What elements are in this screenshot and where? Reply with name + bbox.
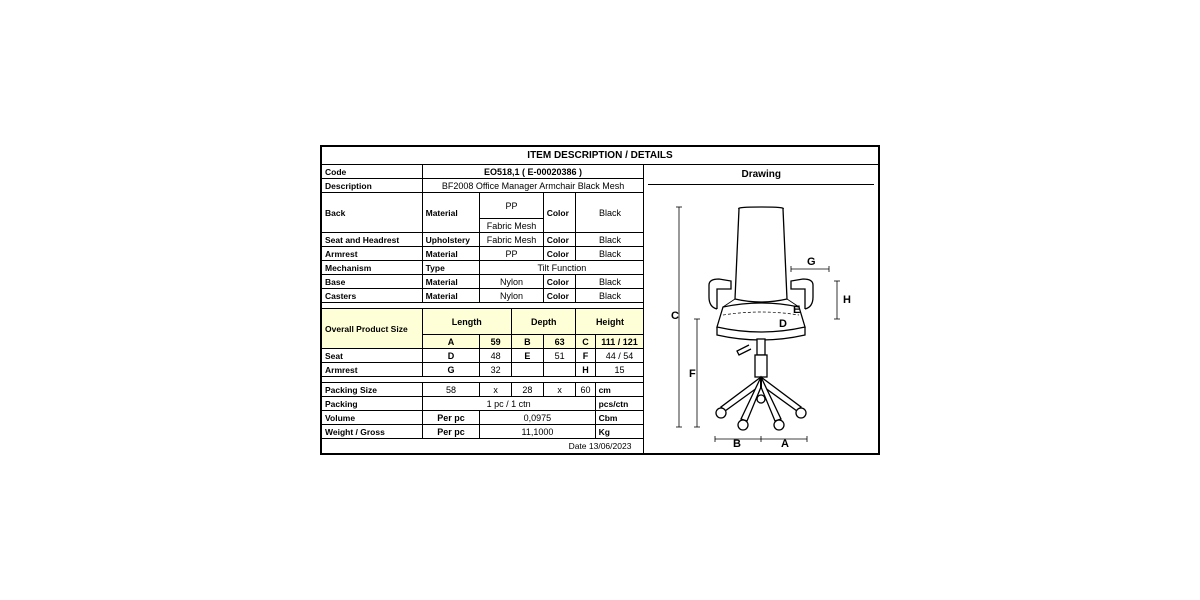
back-attr: Material: [422, 193, 480, 233]
dim-G: G: [807, 256, 816, 268]
back-color-v: Black: [576, 193, 644, 233]
D-l: D: [422, 349, 480, 363]
back-color-l: Color: [543, 193, 576, 233]
base-attr: Material: [422, 275, 480, 289]
D-v: 48: [480, 349, 512, 363]
armrest-color-v: Black: [576, 247, 644, 261]
code-label: Code: [322, 165, 423, 179]
mech-label: Mechanism: [322, 261, 423, 275]
armrest-attr: Material: [422, 247, 480, 261]
base-label: Base: [322, 275, 423, 289]
base-v: Nylon: [480, 275, 543, 289]
dim-B: B: [733, 438, 741, 449]
A-v: 59: [480, 335, 512, 349]
dim-A: A: [781, 438, 789, 449]
armrest-color-l: Color: [543, 247, 576, 261]
casters-color-v: Black: [576, 289, 644, 303]
packing-label: Packing: [322, 397, 423, 411]
G-l: G: [422, 363, 480, 377]
p2: 28: [511, 383, 543, 397]
armrest-label: Armrest: [322, 247, 423, 261]
E-l: E: [511, 349, 543, 363]
back-label: Back: [322, 193, 423, 233]
mech-attr: Type: [422, 261, 480, 275]
B-l: B: [511, 335, 543, 349]
back-v2: Fabric Mesh: [480, 219, 543, 233]
seathead-v: Fabric Mesh: [480, 233, 543, 247]
H-l: H: [576, 363, 595, 377]
dim-D: D: [779, 318, 787, 330]
vol-u: Cbm: [595, 411, 644, 425]
vol-v: 0,0975: [480, 411, 595, 425]
wt-v: 11,1000: [480, 425, 595, 439]
desc-label: Description: [322, 179, 423, 193]
blank2: [543, 363, 576, 377]
seat-dim-label: Seat: [322, 349, 423, 363]
dim-F: F: [689, 368, 696, 380]
depth-h: Depth: [511, 309, 575, 335]
ops-label: Overall Product Size: [322, 309, 423, 349]
base-color-v: Black: [576, 275, 644, 289]
H-v: 15: [595, 363, 644, 377]
F-v: 44 / 54: [595, 349, 644, 363]
seathead-attr: Upholstery: [422, 233, 480, 247]
sheet-title: ITEM DESCRIPTION / DETAILS: [322, 147, 879, 165]
dim-E: E: [793, 304, 800, 316]
B-v: 63: [543, 335, 576, 349]
mech-v: Tilt Function: [480, 261, 644, 275]
E-v: 51: [543, 349, 576, 363]
casters-attr: Material: [422, 289, 480, 303]
desc-value: BF2008 Office Manager Armchair Black Mes…: [422, 179, 644, 193]
A-l: A: [422, 335, 480, 349]
F-l: F: [576, 349, 595, 363]
code-value: EO518,1 ( E-00020386 ): [422, 165, 644, 179]
C-l: C: [576, 335, 595, 349]
chair-drawing: C F G H E D B A: [661, 189, 861, 449]
vol-per: Per pc: [422, 411, 480, 425]
drawing-label: Drawing: [648, 169, 874, 185]
packsize-label: Packing Size: [322, 383, 423, 397]
packing-v: 1 pc / 1 ctn: [422, 397, 595, 411]
p1: 58: [422, 383, 480, 397]
spec-table: ITEM DESCRIPTION / DETAILS Code EO518,1 …: [321, 146, 879, 454]
packing-u: pcs/ctn: [595, 397, 644, 411]
base-color-l: Color: [543, 275, 576, 289]
seathead-color-l: Color: [543, 233, 576, 247]
wt-per: Per pc: [422, 425, 480, 439]
casters-v: Nylon: [480, 289, 543, 303]
C-v: 111 / 121: [595, 335, 644, 349]
G-v: 32: [480, 363, 512, 377]
x1: x: [480, 383, 512, 397]
wt-label: Weight / Gross: [322, 425, 423, 439]
p3: 60: [576, 383, 595, 397]
drawing-cell: Drawing: [644, 165, 879, 454]
spec-sheet: ITEM DESCRIPTION / DETAILS Code EO518,1 …: [320, 145, 880, 455]
casters-color-l: Color: [543, 289, 576, 303]
back-v1: PP: [480, 193, 543, 219]
blank1: [511, 363, 543, 377]
seathead-label: Seat and Headrest: [322, 233, 423, 247]
seathead-color-v: Black: [576, 233, 644, 247]
armrest-v: PP: [480, 247, 543, 261]
dim-C: C: [671, 310, 679, 322]
casters-label: Casters: [322, 289, 423, 303]
length-h: Length: [422, 309, 511, 335]
height-h: Height: [576, 309, 644, 335]
vol-label: Volume: [322, 411, 423, 425]
x2: x: [543, 383, 576, 397]
arm-dim-label: Armrest: [322, 363, 423, 377]
pack-u: cm: [595, 383, 644, 397]
dim-H: H: [843, 294, 851, 306]
wt-u: Kg: [595, 425, 644, 439]
